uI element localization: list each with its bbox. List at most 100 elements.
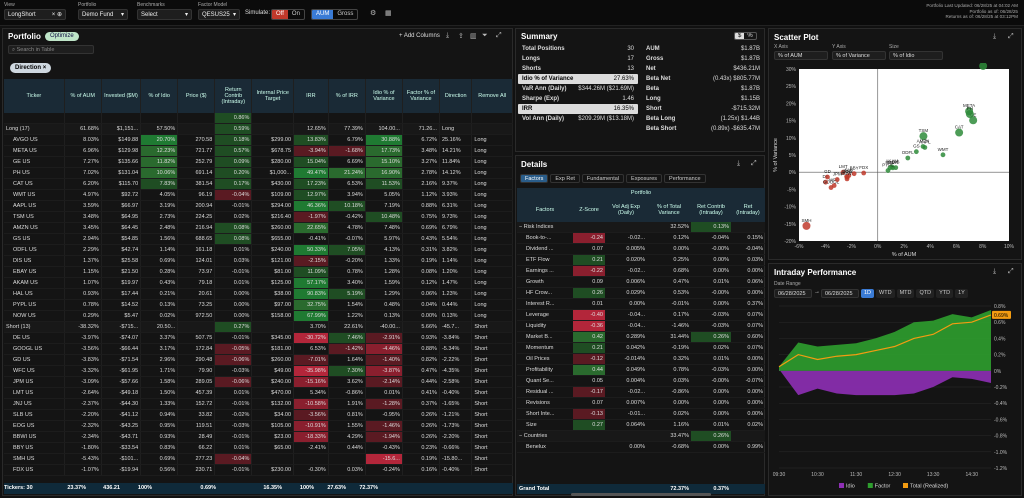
tab-fundamental[interactable]: Fundamental xyxy=(581,174,625,183)
table-row[interactable]: GE US 7.27% $135.66 11.82% 252.79 0.09% $280.0… xyxy=(4,156,513,169)
settings-icon[interactable]: ⚙ xyxy=(370,10,377,17)
table-row[interactable]: CAT US 6.20% $115.70 7.83% 381.54 0.17% $430.0… xyxy=(4,178,513,191)
simulate-off[interactable]: Off xyxy=(272,10,288,19)
table-row[interactable]: WFC US -3.32% -$61.95 1.71% 79.90 -0.03% $49.0… xyxy=(4,365,513,378)
column-header[interactable]: IRR xyxy=(293,79,329,113)
table-row[interactable]: EOG US -2.32% -$43.25 0.95% 119.51 -0.03% $105… xyxy=(4,420,513,433)
table-row[interactable]: PH US 7.02% $131.04 10.06% 691.14 0.20% $1,000… xyxy=(4,167,513,180)
currency-toggle[interactable]: $% xyxy=(734,32,757,40)
table-row[interactable]: GD US -3.83% -$71.54 2.96% 290.48 -0.06% $260.… xyxy=(4,354,513,367)
table-row[interactable]: Quant Se... 0.05 0.004% 0.03% -0.00% -0.07% xyxy=(517,375,765,388)
period-mtd[interactable]: MTD xyxy=(896,289,915,298)
columns-icon[interactable]: ▥ xyxy=(470,33,477,40)
table-row[interactable]: Short Inte... -0.13 -0.01... 0.02% 0.00% 0.00… xyxy=(517,408,765,421)
table-row[interactable]: DE US -3.97% -$74.07 3.37% 507.75 -0.01% $345.… xyxy=(4,332,513,345)
group-chip[interactable]: Direction × xyxy=(10,63,52,73)
table-row[interactable]: Liquidity -0.36 -0.04... -1.46% -0.03% 0.07% xyxy=(517,320,765,333)
table-row[interactable]: Market B... 0.42 0.289% 31.44% 0.26% 0.60% xyxy=(517,331,765,344)
group-row[interactable]: Short (13) -38.32% -$715... 20.50... 0.27% 3.… xyxy=(4,321,513,334)
download-icon[interactable]: ⤓ xyxy=(993,268,997,275)
table-row[interactable]: Oil Prices -0.12 -0.014% 0.32% 0.01% 0.00% xyxy=(517,353,765,366)
download-icon[interactable]: ⤓ xyxy=(737,160,741,167)
table-row[interactable]: ODFL US 2.29% $42.74 1.14% 161.18 0.01% $240.0… xyxy=(4,244,513,257)
table-row[interactable]: GOOGL US -3.56% -$66.44 3.17% 172.84 -0.05% $1… xyxy=(4,343,513,356)
column-header[interactable]: Z-Score xyxy=(573,198,605,222)
table-row[interactable]: GS US 2.94% $54.85 1.56% 688.65 0.08% $655.00-… xyxy=(4,233,513,246)
download-icon[interactable]: ⤓ xyxy=(993,33,997,40)
table-row[interactable]: ETF Flow 0.21 0.020% 0.25% 0.00% 0.03% xyxy=(517,254,765,267)
simulate-on[interactable]: On xyxy=(291,11,300,17)
period-qtd[interactable]: QTD xyxy=(916,289,935,298)
column-header[interactable]: Ret Contrib (Intraday) xyxy=(691,198,731,222)
tab-exposures[interactable]: Exposures xyxy=(626,174,663,183)
table-row[interactable]: PYPL US 0.78% $14.52 0.13% 73.25 0.00% $97.00 3… xyxy=(4,299,513,312)
table-row[interactable]: SLB US -2.20% -$41.12 0.94% 33.82 -0.02% $34.0… xyxy=(4,409,513,422)
period-ytd[interactable]: YTD xyxy=(936,289,954,298)
portfolio-select[interactable]: Demo Fund ▾ xyxy=(78,9,128,20)
table-row[interactable]: Interest R... 0.01 0.00% -0.01% 0.00% 0.37% xyxy=(517,298,765,311)
tab-performance[interactable]: Performance xyxy=(664,174,706,183)
table-row[interactable]: Residual ... -0.17 -0.02... -0.86% 0.00% 0.00… xyxy=(517,386,765,399)
benchmark-select[interactable]: Select ▾ xyxy=(137,9,192,20)
tab-exp-ret[interactable]: Exp Ret xyxy=(550,174,580,183)
aum-gross-toggle[interactable]: AUM Gross xyxy=(311,9,359,20)
table-row[interactable]: BBY US -1.80% -$33.54 0.83% 66.22 0.01% $65.00… xyxy=(4,442,513,455)
expand-icon[interactable]: ⤢ xyxy=(496,32,502,39)
view-select[interactable]: LongShort × ⊕ xyxy=(4,9,66,20)
column-header[interactable]: Return Contrib (Intraday) xyxy=(214,79,253,113)
details-scrollbar[interactable] xyxy=(571,493,711,496)
column-header[interactable]: Internal Price Target xyxy=(251,79,295,113)
table-row[interactable]: EBAY US 1.15% $21.50 0.28% 73.97 -0.01% $81.00… xyxy=(4,266,513,279)
column-header[interactable]: Invested ($M) xyxy=(101,79,142,113)
group-row[interactable]: − Countries 33.47% 0.26% xyxy=(517,430,765,443)
table-row[interactable]: SMH US -5.43% -$101... 0.69% 277.23 -0.04% -15… xyxy=(4,453,513,466)
table-row[interactable]: Earnings ... -0.22 -0.02... 0.68% 0.00% 0.00% xyxy=(517,265,765,278)
column-header[interactable]: Ret (Intraday) xyxy=(731,198,765,222)
table-row[interactable]: TSM US 3.48% $64.95 2.73% 224.25 0.02% $216.40… xyxy=(4,211,513,224)
table-row[interactable]: JPM US -3.09% -$57.66 1.58% 289.05 -0.06% $240… xyxy=(4,376,513,389)
currency-percent[interactable]: % xyxy=(747,33,753,39)
currency-dollar[interactable]: $ xyxy=(735,33,745,39)
table-row[interactable]: Size 0.27 0.064% 1.16% 0.01% 0.02% xyxy=(517,419,765,432)
column-header[interactable]: Factor % of Variance xyxy=(402,79,440,113)
aum-option[interactable]: AUM xyxy=(312,10,334,19)
table-row[interactable]: WMT US 4.97% $92.72 4.05% 96.19 -0.04% $109.00… xyxy=(4,189,513,202)
add-columns-button[interactable]: + Add Columns xyxy=(399,33,440,39)
table-row[interactable]: BBWI US -2.34% -$43.71 0.93% 28.49 -0.01% $23.… xyxy=(4,431,513,444)
table-row[interactable]: Dividend ... 0.07 0.005% 0.00% -0.00% -0.04% xyxy=(517,243,765,256)
table-row[interactable]: HAL US 0.93% $17.44 0.21% 20.61 0.00% $38.00 90… xyxy=(4,288,513,301)
table-search[interactable]: ⌕ Search in Table xyxy=(8,45,94,54)
tab-factors[interactable]: Factors xyxy=(520,174,549,183)
table-row[interactable]: Profitability 0.44 0.049% 0.78% -0.03% 0.00% xyxy=(517,364,765,377)
period-wtd[interactable]: WTD xyxy=(876,289,895,298)
table-row[interactable]: META US 6.96% $129.98 12.23% 721.77 0.57% $678… xyxy=(4,145,513,158)
column-header[interactable]: Vol Adj Exp (Daily) xyxy=(605,198,647,222)
table-row[interactable]: Momentum 0.21 0.042% -0.19% 0.02% 0.07% xyxy=(517,342,765,355)
table-row[interactable]: Book-to-... -0.24 -0.02... 0.12% -0.04% 0.15% xyxy=(517,232,765,245)
column-header[interactable]: % of Total Variance xyxy=(647,198,691,222)
column-header[interactable]: Direction xyxy=(439,79,473,113)
group-row[interactable]: − Risk Indices 32.52% 0.13% xyxy=(517,222,765,234)
x-axis-select[interactable]: % of AUM xyxy=(774,51,828,60)
size-select[interactable]: % of Idio xyxy=(889,51,943,60)
factor-model-select[interactable]: QESUS25 ▾ xyxy=(198,9,240,20)
table-row[interactable]: AMZN US 3.45% $64.45 2.48% 216.94 0.08% $260.0… xyxy=(4,222,513,235)
date-from-input[interactable]: 06/28/2025 xyxy=(774,289,812,298)
date-to-input[interactable]: 06/28/2025 xyxy=(821,289,859,298)
column-header[interactable]: % of AUM xyxy=(64,79,102,113)
table-row[interactable]: Benelux 0.00% -0.68% 0.00% 0.99% xyxy=(517,441,765,454)
expand-icon[interactable]: ⤢ xyxy=(751,160,757,167)
download-icon[interactable]: ⤓ xyxy=(446,32,450,39)
close-icon[interactable]: × xyxy=(42,65,47,71)
clear-icon[interactable]: × ⊕ xyxy=(51,11,62,18)
table-row[interactable]: DIS US 1.37% $25.58 0.69% 124.01 0.03% $121.00… xyxy=(4,255,513,268)
period-1y[interactable]: 1Y xyxy=(955,289,968,298)
table-row[interactable]: FDX US -1.07% -$19.94 0.56% 230.71 -0.01% $230… xyxy=(4,464,513,477)
table-row[interactable]: NOW US 0.29% $5.47 0.02% 972.50 0.00% $158.00 6… xyxy=(4,310,513,323)
table-row[interactable]: Revisions 0.07 0.007% 0.00% 0.00% 0.00% xyxy=(517,397,765,410)
table-row[interactable]: HF Crow... 0.26 0.029% 0.53% -0.00% 0.00% xyxy=(517,287,765,300)
period-1d[interactable]: 1D xyxy=(861,289,875,298)
expand-icon[interactable]: ⤢ xyxy=(1008,268,1014,275)
column-header[interactable]: % of Idio xyxy=(140,79,179,113)
expand-icon[interactable]: ⤢ xyxy=(1008,33,1014,40)
